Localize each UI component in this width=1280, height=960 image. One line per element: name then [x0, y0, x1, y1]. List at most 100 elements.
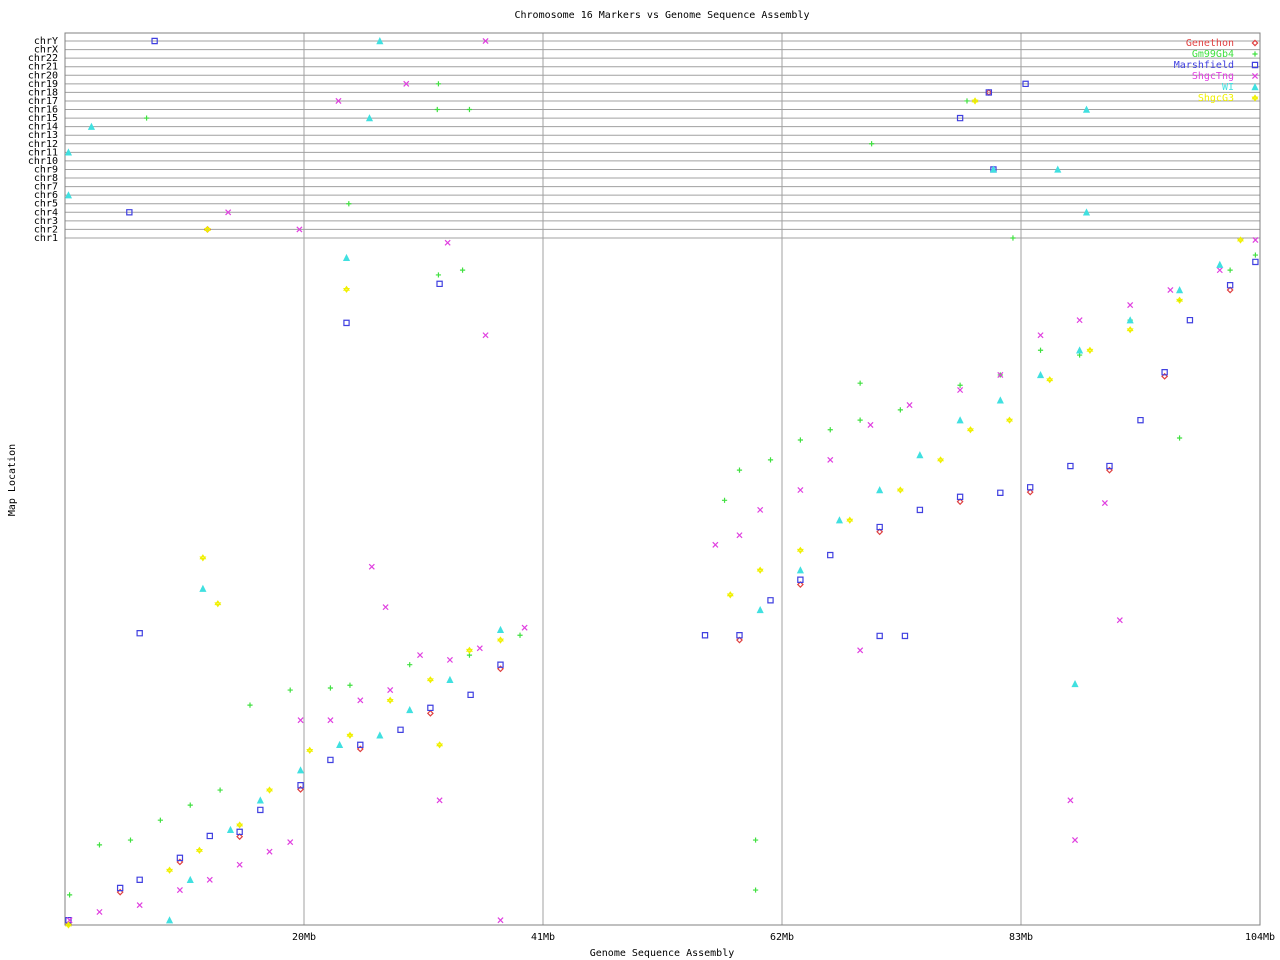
- x-tick-label: 104Mb: [1245, 932, 1275, 943]
- point: [206, 832, 213, 840]
- other-chrom-point: [64, 148, 73, 156]
- point: [767, 597, 774, 604]
- other-chrom-point: [346, 201, 352, 207]
- point: [956, 493, 964, 501]
- y-tick-label: chr9: [34, 164, 58, 175]
- x-axis-label: Genome Sequence Assembly: [590, 948, 735, 959]
- point: [368, 563, 375, 570]
- y-tick-label: chr19: [28, 79, 58, 90]
- other-chrom-point: [964, 98, 970, 104]
- point: [347, 682, 353, 688]
- point: [247, 702, 253, 708]
- point: [901, 632, 909, 640]
- point: [342, 253, 351, 262]
- point: [296, 766, 305, 774]
- point: [1176, 435, 1183, 441]
- point: [1071, 837, 1079, 844]
- point: [752, 837, 759, 843]
- legend-label: ShgcTng: [1192, 71, 1234, 82]
- point: [796, 566, 804, 574]
- point: [1226, 282, 1234, 289]
- legend-marker: [1251, 94, 1259, 102]
- point: [906, 402, 913, 409]
- other-chrom-point: [403, 80, 410, 87]
- point: [521, 624, 528, 631]
- other-chrom-point: [203, 225, 211, 234]
- point: [1186, 316, 1194, 324]
- other-chrom-point: [1082, 105, 1091, 113]
- other-chrom-point: [143, 115, 150, 121]
- point: [1167, 286, 1174, 294]
- point: [756, 605, 764, 614]
- point: [1101, 500, 1108, 507]
- point: [857, 417, 863, 423]
- point: [1252, 258, 1259, 266]
- point: [1026, 484, 1034, 491]
- point: [497, 661, 504, 668]
- point: [346, 731, 354, 739]
- point: [497, 665, 504, 673]
- y-tick-label: chr16: [28, 105, 58, 116]
- point: [136, 876, 143, 883]
- point: [266, 786, 274, 794]
- other-chrom-point: [376, 37, 384, 45]
- point: [1076, 346, 1084, 354]
- point: [287, 839, 294, 846]
- series-5: [64, 97, 1244, 929]
- point: [236, 861, 243, 868]
- point: [357, 697, 364, 704]
- point: [937, 456, 945, 464]
- y-tick-label: chr22: [28, 53, 58, 64]
- y-axis-label: Map Location: [7, 444, 18, 516]
- other-chrom-point: [151, 37, 158, 45]
- other-chrom-point: [971, 97, 979, 105]
- point: [436, 741, 444, 749]
- point: [997, 371, 1004, 378]
- point: [1236, 236, 1244, 244]
- point: [476, 645, 483, 652]
- point: [1176, 296, 1184, 304]
- other-chrom-point: [87, 122, 95, 130]
- point: [217, 787, 223, 793]
- point: [459, 267, 466, 273]
- point: [199, 584, 207, 592]
- point: [187, 802, 193, 808]
- point: [66, 917, 73, 924]
- point: [797, 437, 803, 443]
- y-tick-label: chr2: [34, 224, 58, 235]
- legend-marker: [1251, 61, 1259, 69]
- point: [1106, 462, 1113, 470]
- chart-title: Chromosome 16 Markers vs Genome Sequence…: [514, 10, 809, 21]
- point: [827, 456, 834, 463]
- y-tick-label: chr4: [34, 207, 58, 218]
- point: [357, 741, 364, 749]
- x-tick-label: 41Mb: [531, 932, 555, 943]
- other-chrom-point: [64, 191, 73, 199]
- point: [417, 652, 424, 659]
- series-0: [64, 88, 1234, 928]
- point: [1216, 267, 1223, 274]
- point: [116, 888, 124, 896]
- point: [1106, 466, 1113, 474]
- other-chrom-point: [956, 114, 964, 122]
- point: [387, 687, 394, 694]
- point: [876, 632, 883, 640]
- point: [1071, 679, 1079, 688]
- x-tick-label: 83Mb: [1009, 932, 1033, 943]
- x-tick-label: 20Mb: [292, 932, 316, 943]
- legend-marker: [1251, 83, 1259, 91]
- point: [797, 576, 804, 583]
- other-chrom-point: [365, 114, 374, 122]
- point: [397, 726, 404, 733]
- point: [436, 797, 443, 804]
- point: [176, 854, 184, 862]
- point: [66, 892, 73, 898]
- plot-frame: [64, 32, 1261, 926]
- other-chrom-point: [985, 89, 993, 96]
- legend-label: Marshfield: [1174, 60, 1234, 71]
- point: [736, 636, 743, 644]
- point: [997, 489, 1004, 496]
- point: [996, 396, 1004, 404]
- other-chrom-point: [335, 97, 342, 104]
